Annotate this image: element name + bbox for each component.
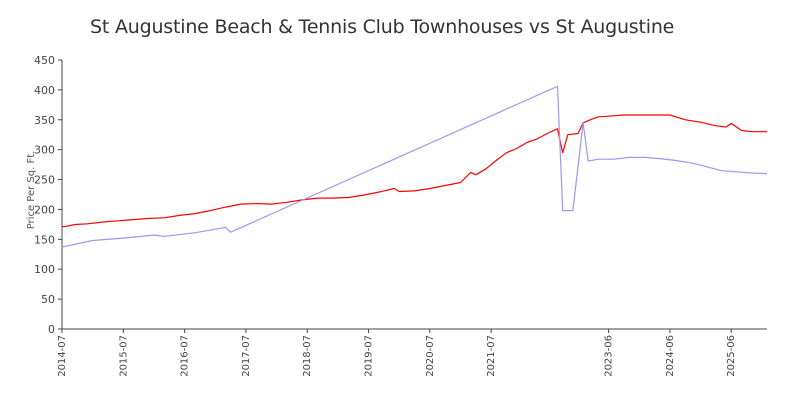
x-tick-label: 2015-07 [118,335,129,377]
y-tick-label: 100 [34,263,55,276]
chart-title: St Augustine Beach & Tennis Club Townhou… [90,16,675,38]
x-tick-label: 2017-07 [241,335,252,377]
x-tick-label: 2014-07 [57,335,68,377]
y-tick-label: 0 [48,323,55,336]
y-tick-label: 200 [34,203,55,216]
series-line-1 [61,114,767,228]
y-tick-label: 250 [34,174,55,187]
y-axis: 0 50 100 150 200 250 300 350 400 450 [34,54,63,336]
series-line-2 [61,85,768,248]
x-tick-label: 2020-07 [425,335,436,377]
x-tick-label: 2021-07 [486,335,497,377]
y-tick-label: 50 [41,293,55,306]
x-axis: 2014-07 2015-07 2016-07 2017-07 2018-07 2019-… [57,328,767,377]
x-tick-label: 2018-07 [302,335,313,377]
y-tick-label: 450 [34,54,55,67]
y-axis-label: Price Per Sq. Ft. [26,151,37,230]
series-layer [61,85,768,248]
x-tick-label: 2024-06 [665,335,676,377]
x-tick-label: 2023-06 [604,335,615,377]
x-tick-label: 2016-07 [180,335,191,377]
y-tick-label: 400 [34,84,55,97]
y-tick-label: 150 [34,233,55,246]
y-tick-label: 350 [34,114,55,127]
x-tick-label: 2025-06 [726,335,737,377]
x-tick-label: 2019-07 [364,335,375,377]
y-tick-label: 300 [34,144,55,157]
